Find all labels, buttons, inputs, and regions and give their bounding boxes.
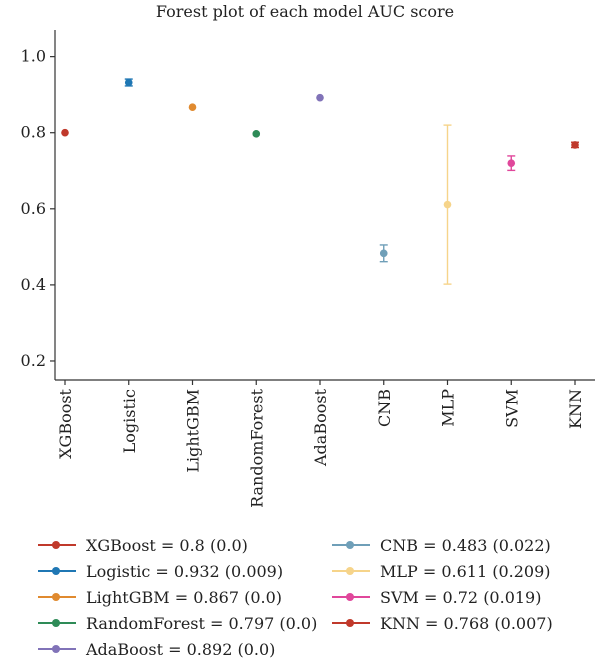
data-point [61,128,69,137]
series-mark-xgboost [61,128,69,137]
legend-swatch [38,616,76,630]
legend-label: CNB = 0.483 (0.022) [380,535,551,555]
legend-marker [52,567,60,575]
series-mark-mlp [443,124,452,285]
y-tick-label: 0.8 [21,123,46,142]
data-point [252,130,261,138]
legend-swatch [38,590,76,604]
y-axis-ticks: 0.2 0.4 0.6 0.8 1.0 [21,47,55,370]
legend-item: RandomForest = 0.797 (0.0) [38,610,317,636]
series-mark-lightgbm [188,103,197,112]
legend-marker [52,541,60,549]
legend-label: AdaBoost = 0.892 (0.0) [86,639,276,659]
forest-plot-chart: Forest plot of each model AUC score 0.20… [21,2,595,508]
legend-item: SVM = 0.72 (0.019) [332,584,553,610]
x-tick-label: RandomForest [247,388,266,507]
y-tick-label: 1.0 [21,47,46,66]
y-tick-label: 0.4 [21,275,46,294]
legend-label: XGBoost = 0.8 (0.0) [86,535,248,555]
axes [54,30,595,381]
data-point [507,159,516,167]
legend-item: KNN = 0.768 (0.007) [332,610,553,636]
legend-swatch [332,538,370,552]
legend-item: CNB = 0.483 (0.022) [332,532,553,558]
legend-swatch [38,564,76,578]
x-tick-label: AdaBoost [311,388,330,467]
x-tick-label: SVM [502,389,521,428]
legend-label: LightGBM = 0.867 (0.0) [86,587,283,607]
y-tick-label: 0.6 [21,199,46,218]
legend-marker [52,619,60,627]
legend-label: MLP = 0.611 (0.209) [380,561,551,581]
series-mark-cnb [379,244,388,263]
legend-item: XGBoost = 0.8 (0.0) [38,532,317,558]
data-point [379,249,388,258]
x-tick-label: Logistic [120,389,139,453]
data-point [188,103,197,112]
data-point [443,200,452,209]
x-axis-ticks: XGBoost Logistic LightGBM RandomForest AdaBo… [56,380,585,508]
legend-label: SVM = 0.72 (0.019) [380,587,542,607]
series-mark-randomforest [252,130,261,138]
series-mark-svm [507,155,516,172]
series-mark-knn [571,141,579,149]
data-point [124,78,133,87]
legend-column-right: CNB = 0.483 (0.022) MLP = 0.611 (0.209) SV… [332,532,553,636]
data-point [316,93,324,102]
x-tick-label: XGBoost [56,388,75,458]
legend-item: Logistic = 0.932 (0.009) [38,558,317,584]
legend-marker [52,593,60,601]
legend-label: KNN = 0.768 (0.007) [380,613,553,633]
x-tick-label: CNB [375,389,394,427]
legend-marker [346,593,354,601]
legend-swatch [38,642,76,656]
legend-swatch [38,538,76,552]
legend-swatch [332,564,370,578]
legend-column-left: XGBoost = 0.8 (0.0) Logistic = 0.932 (0.0… [38,532,317,662]
legend-item: AdaBoost = 0.892 (0.0) [38,636,317,662]
legend-swatch [332,616,370,630]
legend-marker [346,567,354,575]
x-tick-label: LightGBM [184,389,203,473]
data-point [571,141,579,149]
series-mark-adaboost [316,93,324,102]
data-marks [61,78,579,285]
legend-label: RandomForest = 0.797 (0.0) [86,613,318,633]
y-tick-label: 0.2 [21,351,46,370]
x-tick-label: KNN [566,389,585,429]
x-tick-label: MLP [439,389,458,427]
legend-swatch [332,590,370,604]
legend-marker [52,645,60,653]
legend-item: MLP = 0.611 (0.209) [332,558,553,584]
legend-item: LightGBM = 0.867 (0.0) [38,584,317,610]
legend-marker [346,541,354,549]
legend-label: Logistic = 0.932 (0.009) [86,561,284,581]
legend-marker [346,619,354,627]
series-mark-logistic [124,78,133,87]
chart-title: Forest plot of each model AUC score [156,2,454,21]
